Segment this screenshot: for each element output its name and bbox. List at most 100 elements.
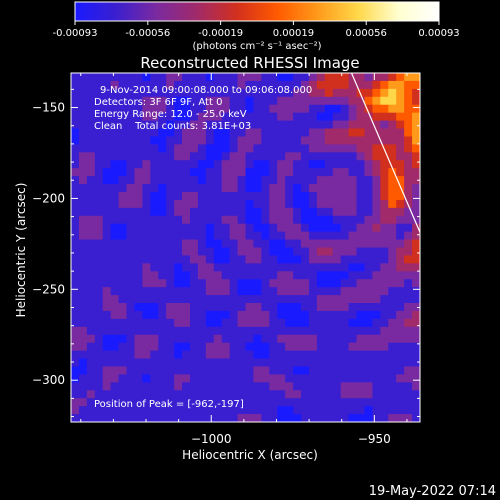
heatmap-cell: [245, 263, 255, 272]
heatmap-cell: [388, 303, 397, 312]
heatmap-cell: [269, 390, 278, 399]
heatmap-cell: [277, 255, 286, 264]
heatmap-cell: [245, 334, 255, 344]
heatmap-cell: [174, 80, 183, 90]
heatmap-cell: [229, 191, 239, 201]
heatmap-cell: [150, 112, 159, 122]
heatmap-cell: [174, 358, 183, 368]
heatmap-cell: [182, 152, 191, 161]
heatmap-cell: [277, 350, 286, 360]
heatmap-cell: [324, 160, 334, 169]
heatmap-cell: [308, 231, 318, 241]
heatmap-cell: [301, 279, 310, 288]
heatmap-cell: [174, 303, 183, 312]
heatmap-cell: [205, 80, 215, 90]
heatmap-cell: [277, 271, 286, 280]
heatmap-cell: [174, 255, 183, 264]
heatmap-cell: [134, 104, 143, 114]
heatmap-cell: [197, 350, 207, 360]
heatmap-cell: [189, 247, 199, 257]
heatmap-cell: [277, 184, 286, 193]
heatmap-cell: [308, 144, 318, 153]
heatmap-cell: [324, 414, 334, 422]
heatmap-cell: [166, 414, 175, 422]
heatmap-cell: [404, 334, 413, 344]
heatmap-cell: [412, 176, 420, 185]
heatmap-cell: [166, 342, 175, 352]
heatmap-cell: [293, 326, 302, 336]
heatmap-cell: [71, 104, 80, 114]
heatmap-cell: [277, 390, 286, 399]
heatmap-cell: [94, 414, 104, 422]
heatmap-cell: [332, 112, 342, 122]
heatmap-cell: [308, 168, 318, 177]
heatmap-cell: [78, 184, 88, 193]
heatmap-cell: [150, 223, 159, 233]
heatmap-cell: [269, 168, 278, 177]
heatmap-cell: [118, 207, 128, 217]
heatmap-cell: [213, 231, 223, 241]
heatmap-cell: [364, 366, 374, 376]
heatmap-cell: [316, 374, 326, 383]
heatmap-cell: [102, 239, 112, 249]
heatmap-cell: [94, 358, 104, 368]
heatmap-cell: [126, 406, 136, 415]
heatmap-cell: [301, 73, 310, 82]
heatmap-cell: [332, 271, 342, 280]
heatmap-cell: [71, 271, 80, 280]
heatmap-cell: [372, 287, 381, 296]
heatmap-cell: [237, 191, 247, 201]
heatmap-cell: [348, 112, 358, 122]
heatmap-cell: [245, 88, 255, 98]
heatmap-cell: [174, 168, 183, 177]
heatmap-cell: [396, 382, 405, 391]
heatmap-cell: [412, 144, 420, 153]
heatmap-cell: [118, 382, 128, 391]
heatmap-cell: [189, 207, 199, 217]
heatmap-cell: [237, 295, 247, 304]
heatmap-cell: [134, 342, 143, 352]
heatmap-cell: [324, 342, 334, 352]
heatmap-cell: [301, 112, 310, 122]
heatmap-cell: [364, 96, 374, 106]
heatmap-cell: [388, 112, 397, 122]
heatmap-cell: [78, 239, 88, 249]
heatmap-cell: [182, 239, 191, 249]
heatmap-cell: [388, 160, 397, 169]
heatmap-cell: [134, 160, 143, 169]
heatmap-cell: [229, 326, 239, 336]
heatmap-cell: [293, 128, 302, 138]
heatmap-cell: [182, 168, 191, 177]
heatmap-cell: [277, 199, 286, 209]
heatmap-cell: [213, 104, 223, 114]
heatmap-cell: [118, 176, 128, 185]
heatmap-cell: [78, 112, 88, 122]
heatmap-cell: [166, 358, 175, 368]
heatmap-cell: [118, 287, 128, 296]
heatmap-cell: [142, 168, 151, 177]
heatmap-cell: [118, 73, 128, 82]
heatmap-cell: [150, 128, 159, 138]
heatmap-cell: [261, 120, 270, 130]
heatmap-cell: [205, 358, 215, 368]
heatmap-cell: [126, 191, 136, 201]
annotation-line: Clean Total counts: 3.81E+03: [94, 121, 251, 132]
heatmap-cell: [118, 88, 128, 98]
heatmap-cell: [372, 374, 381, 383]
heatmap-cell: [388, 239, 397, 249]
heatmap-cell: [245, 390, 255, 399]
heatmap-cell: [356, 279, 366, 288]
heatmap-cell: [261, 303, 270, 312]
heatmap-cell: [158, 176, 167, 185]
heatmap-cell: [412, 120, 420, 130]
heatmap-cell: [134, 350, 143, 360]
heatmap-cell: [261, 136, 270, 145]
heatmap-cell: [253, 136, 262, 145]
heatmap-cell: [396, 247, 405, 257]
heatmap-cell: [348, 80, 358, 90]
heatmap-cell: [174, 310, 183, 320]
heatmap-cell: [285, 96, 294, 106]
heatmap-cell: [380, 128, 389, 138]
heatmap-cell: [150, 318, 159, 328]
heatmap-cell: [388, 279, 397, 288]
